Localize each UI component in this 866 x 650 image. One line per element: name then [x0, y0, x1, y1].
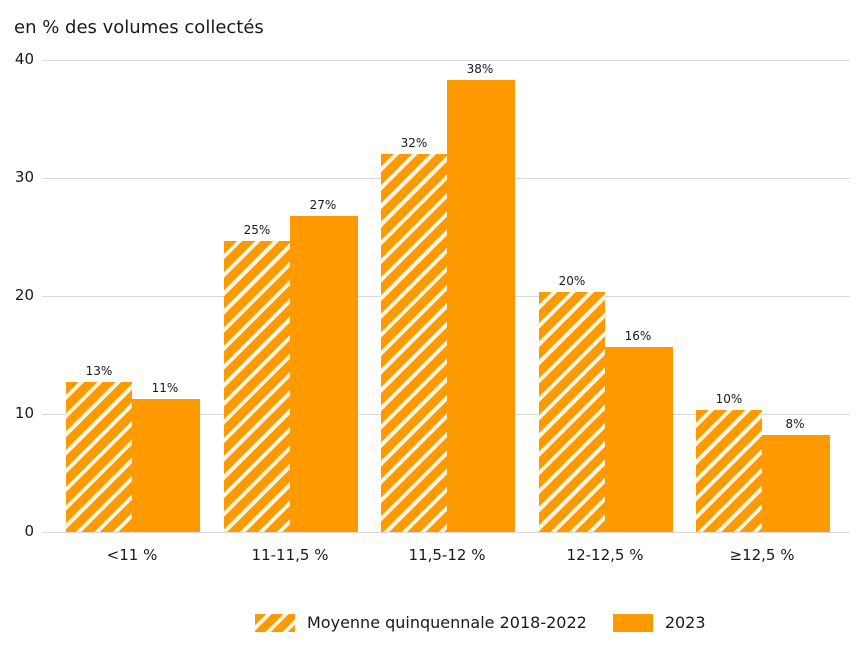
value-label: 27%: [309, 197, 337, 212]
value-label: 20%: [558, 274, 586, 289]
x-tick-label: <11 %: [106, 546, 158, 564]
bar-average: [381, 154, 447, 532]
y-tick-label: 0: [24, 522, 34, 540]
legend-label-2023: 2023: [664, 613, 706, 632]
y-tick-label: 30: [14, 168, 34, 186]
value-label: 38%: [466, 62, 494, 77]
bar-average: [66, 382, 132, 532]
y-tick-label: 20: [14, 286, 34, 304]
bar-average: [539, 292, 605, 532]
value-label: 10%: [715, 392, 743, 407]
x-tick-label: 12-12,5 %: [566, 546, 644, 564]
bar-2023: [762, 435, 830, 532]
x-tick-label: 11,5-12 %: [408, 546, 486, 564]
gridline: [42, 532, 850, 533]
value-label: 13%: [85, 364, 113, 379]
gridline: [42, 60, 850, 61]
bar-2023: [132, 398, 200, 532]
bar-2023: [447, 80, 515, 532]
y-tick-label: 40: [14, 50, 34, 68]
bar-2023: [290, 215, 358, 532]
legend: Moyenne quinquennale 2018-2022 2023: [255, 613, 706, 632]
legend-swatch-hatched: [255, 613, 295, 632]
bar-average: [224, 240, 290, 532]
value-label: 32%: [400, 136, 428, 151]
value-label: 8%: [785, 417, 805, 432]
y-axis-title: en % des volumes collectés: [14, 17, 264, 38]
value-label: 16%: [624, 328, 652, 343]
x-tick-label: ≥12,5 %: [729, 546, 795, 564]
bar-2023: [605, 346, 673, 532]
value-label: 11%: [151, 380, 179, 395]
legend-swatch-solid: [612, 613, 653, 632]
x-tick-label: 11-11,5 %: [251, 546, 329, 564]
value-label: 25%: [243, 222, 271, 237]
bar-average: [696, 410, 762, 532]
y-tick-label: 10: [14, 404, 34, 422]
legend-label-average: Moyenne quinquennale 2018-2022: [307, 613, 587, 632]
